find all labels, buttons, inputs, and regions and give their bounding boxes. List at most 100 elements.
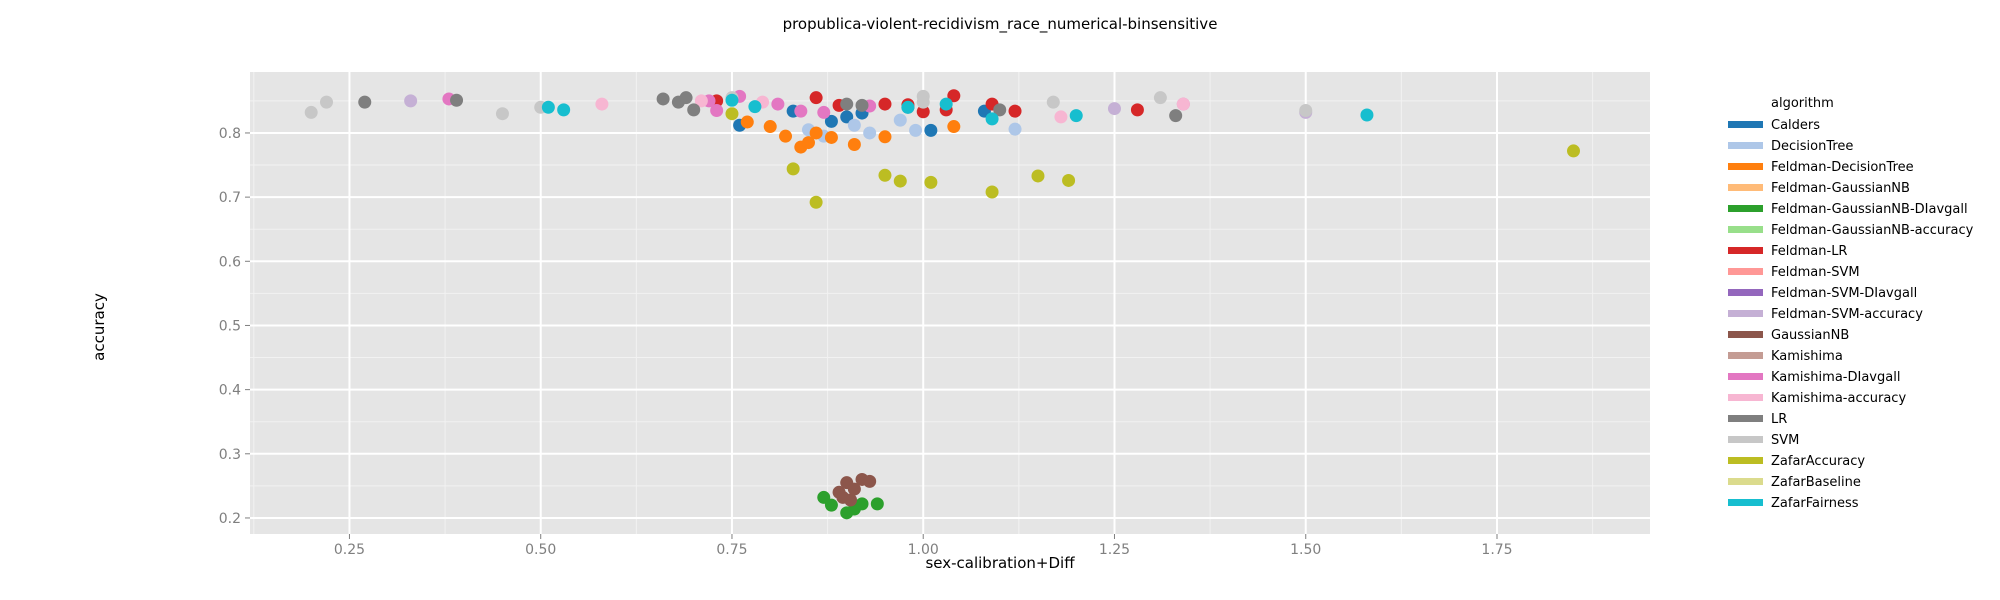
data-point [304,105,318,119]
data-point [557,103,571,117]
data-point [320,95,334,109]
legend-swatch [1728,331,1763,338]
data-point [1054,110,1068,124]
data-point [993,103,1007,117]
data-point [1153,91,1167,105]
legend-label: ZafarBaseline [1771,475,1861,490]
data-point [801,136,815,150]
data-point [358,95,372,109]
data-point [924,175,938,189]
legend-label: Feldman-SVM [1771,265,1860,280]
y-tick-label: 0.2 [219,511,241,527]
data-point [763,120,777,134]
legend-swatch [1728,352,1763,359]
legend-swatch [1728,310,1763,317]
data-point [740,115,754,129]
y-tick-label: 0.3 [219,447,241,463]
legend-swatch [1728,289,1763,296]
plot-panel [250,72,1650,534]
legend-label: Feldman-SVM-DIavgall [1771,286,1917,301]
legend-swatch [1728,478,1763,485]
data-point [893,174,907,188]
data-point [725,93,739,107]
x-tick-label: 0.25 [334,542,365,558]
data-point [656,92,670,106]
legend-label: Kamishima [1771,349,1843,364]
data-point [878,130,892,144]
data-point [985,112,999,126]
data-point [863,474,877,488]
data-point [870,497,884,511]
data-point [1008,104,1022,118]
data-point [985,185,999,199]
data-point [779,129,793,143]
data-point [847,138,861,152]
minor-gridlines [250,72,1650,534]
data-point [1107,102,1121,116]
data-point [694,94,708,108]
data-point [687,103,701,117]
legend-items: Calders DecisionTree Feldman-DecisionTree F… [1728,118,1974,511]
y-tick-label: 0.4 [219,383,241,399]
legend-label: GaussianNB [1771,328,1849,343]
data-point [1008,122,1022,136]
chart-title: propublica-violent-recidivism_race_numer… [783,15,1218,34]
legend-swatch [1728,205,1763,212]
data-point [924,123,938,137]
data-point [878,168,892,182]
data-point [1169,109,1183,123]
legend-swatch [1728,373,1763,380]
data-point [595,97,609,111]
data-point [824,130,838,144]
legend-label: DecisionTree [1771,139,1853,154]
data-point [947,89,961,103]
data-point [855,98,869,112]
data-point [450,93,464,107]
data-point [748,100,762,114]
x-axis-label: sex-calibration+Diff [925,554,1075,572]
data-point [817,105,831,119]
data-point [847,482,861,496]
data-point [824,498,838,512]
x-tick-label: 1.00 [908,542,939,558]
legend-label: Feldman-SVM-accuracy [1771,307,1923,322]
legend-swatch [1728,415,1763,422]
x-tick-label: 1.25 [1099,542,1130,558]
data-point [909,123,923,137]
legend-label: ZafarAccuracy [1771,454,1865,469]
data-point [725,107,739,121]
legend-swatch [1728,142,1763,149]
legend-swatch [1728,268,1763,275]
data-point [1031,169,1045,183]
legend-label: Kamishima-DIavgall [1771,370,1900,385]
data-point [916,105,930,119]
data-point [947,120,961,134]
legend-swatch [1728,436,1763,443]
legend-label: Calders [1771,118,1820,133]
data-point [809,126,823,140]
legend-label: Feldman-GaussianNB-accuracy [1771,223,1974,238]
legend-label: Feldman-GaussianNB [1771,181,1910,196]
legend-swatch [1728,499,1763,506]
x-tick-label: 0.50 [525,542,556,558]
data-point [809,195,823,209]
data-point [824,114,838,128]
legend-label: Kamishima-accuracy [1771,391,1906,406]
x-tick-label: 1.75 [1481,542,1512,558]
data-point [855,497,869,511]
legend: algorithm Calders DecisionTree Feldman-Dec… [1728,96,1974,511]
legend-title: algorithm [1771,96,1834,111]
data-point [893,113,907,127]
data-points [304,89,1580,520]
x-axis: 0.25 0.50 0.75 1.00 1.25 1.50 1.75 [334,534,1513,558]
data-point [710,104,724,117]
major-gridlines [250,72,1650,534]
legend-label: LR [1771,412,1787,427]
x-tick-label: 0.75 [716,542,747,558]
data-point [679,91,693,105]
legend-swatch [1728,247,1763,254]
data-point [840,110,854,124]
legend-swatch [1728,163,1763,170]
data-point [840,97,854,111]
data-point [495,107,509,121]
